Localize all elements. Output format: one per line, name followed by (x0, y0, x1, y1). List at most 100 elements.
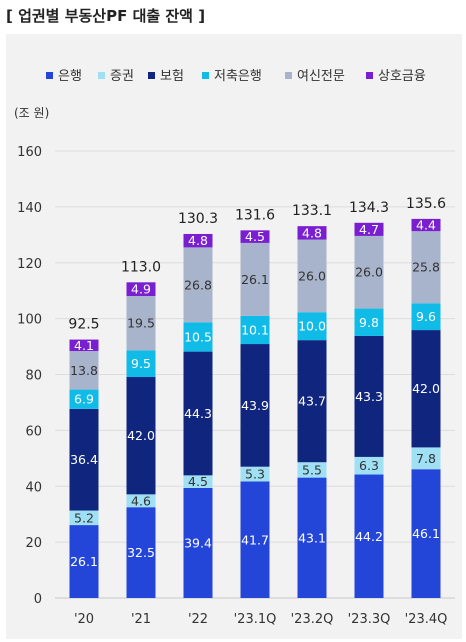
bar-segment (411, 303, 441, 331)
data-label: 7.8 (416, 451, 436, 466)
bar-segment (126, 507, 156, 598)
data-label: 4.5 (245, 229, 265, 244)
bar-segment (240, 466, 270, 482)
y-tick-label: 140 (17, 201, 42, 216)
data-label: 44.3 (184, 406, 212, 421)
data-label: 4.8 (188, 233, 208, 248)
x-tick-label: '20 (74, 612, 94, 627)
data-label: 10.5 (184, 329, 212, 344)
data-label: 42.0 (127, 428, 155, 443)
bar-segment (354, 335, 384, 457)
bar-segment (69, 510, 99, 526)
data-label: 4.1 (74, 338, 94, 353)
bar-segment (240, 230, 270, 243)
y-tick-label: 80 (25, 369, 42, 384)
chart-title: [ 업권별 부동산PF 대출 잔액 ] (6, 7, 206, 25)
legend-swatch (46, 72, 53, 79)
data-label: 25.8 (412, 260, 440, 275)
data-label: 4.9 (131, 282, 151, 297)
bar-segment (126, 295, 156, 351)
data-label: 43.3 (355, 389, 383, 404)
bar-segment (354, 474, 384, 598)
x-tick-label: '23.1Q (234, 612, 277, 627)
data-label: 41.7 (241, 532, 269, 547)
total-label: 92.5 (68, 317, 99, 333)
y-unit-label: (조 원) (14, 106, 49, 120)
bar-segment (297, 340, 327, 463)
data-label: 10.0 (298, 319, 326, 334)
data-label: 4.4 (416, 218, 436, 233)
data-label: 26.0 (355, 265, 383, 280)
data-label: 4.7 (359, 222, 379, 237)
legend-swatch (202, 72, 209, 79)
total-label: 130.3 (178, 211, 218, 227)
legend-label: 저축은행 (214, 68, 262, 84)
data-label: 43.9 (241, 398, 269, 413)
y-tick-label: 120 (17, 257, 42, 272)
data-label: 43.1 (298, 530, 326, 545)
bar-segment (126, 282, 156, 296)
y-tick-label: 20 (25, 536, 42, 551)
bar-segment (240, 242, 270, 316)
bar-segment (69, 351, 99, 390)
total-label: 134.3 (349, 200, 389, 216)
bar-segment (354, 456, 384, 475)
data-label: 26.1 (70, 554, 98, 569)
bar-segment (354, 222, 384, 236)
data-label: 4.8 (302, 225, 322, 240)
bar-segment (411, 330, 441, 448)
data-label: 10.1 (241, 322, 269, 337)
legend-label: 보험 (160, 69, 184, 84)
data-label: 26.8 (184, 277, 212, 292)
bar-segment (126, 494, 156, 508)
legend-swatch (366, 72, 373, 79)
legend-label: 상호금융 (378, 69, 426, 84)
bar-segment (183, 351, 213, 476)
bar-segment (297, 477, 327, 598)
y-tick-label: 60 (25, 424, 42, 439)
bar-segment (69, 408, 99, 511)
data-label: 46.1 (412, 526, 440, 541)
bar-segment (183, 247, 213, 323)
x-tick-label: '21 (131, 612, 151, 627)
bar-segment (411, 231, 441, 304)
legend-swatch (285, 72, 292, 79)
legend-swatch (98, 72, 105, 79)
data-label: 5.5 (302, 462, 322, 477)
bar-segment (297, 239, 327, 313)
data-label: 13.8 (70, 363, 98, 378)
data-label: 36.4 (70, 452, 98, 467)
data-label: 4.6 (131, 493, 151, 508)
data-label: 4.5 (188, 474, 208, 489)
data-label: 43.7 (298, 394, 326, 409)
data-label: 9.6 (416, 309, 436, 324)
x-tick-label: '23.2Q (291, 612, 334, 627)
bar-segment (69, 339, 99, 352)
x-tick-label: '23.3Q (348, 612, 391, 627)
data-label: 5.2 (74, 510, 94, 525)
bar-segment (411, 218, 441, 232)
bar-segment (183, 322, 213, 352)
bar-segment (297, 226, 327, 240)
legend-swatch (148, 72, 155, 79)
data-label: 5.3 (245, 467, 265, 482)
bar-segment (297, 312, 327, 341)
bar-segment (183, 475, 213, 488)
legend-label: 증권 (110, 69, 134, 84)
data-label: 39.4 (184, 535, 212, 550)
data-label: 26.1 (241, 272, 269, 287)
y-tick-label: 40 (25, 480, 42, 495)
data-label: 26.0 (298, 268, 326, 283)
total-label: 135.6 (406, 196, 446, 212)
bar-segment (240, 481, 270, 598)
bar-segment (411, 469, 441, 598)
total-label: 113.0 (121, 259, 161, 275)
data-label: 32.5 (127, 545, 155, 560)
legend-label: 은행 (58, 68, 82, 84)
data-label: 9.8 (359, 315, 379, 330)
bar-segment (126, 377, 156, 495)
x-tick-label: '22 (188, 612, 208, 627)
data-label: 42.0 (412, 381, 440, 396)
bar-segment (354, 235, 384, 309)
total-label: 133.1 (292, 203, 332, 219)
